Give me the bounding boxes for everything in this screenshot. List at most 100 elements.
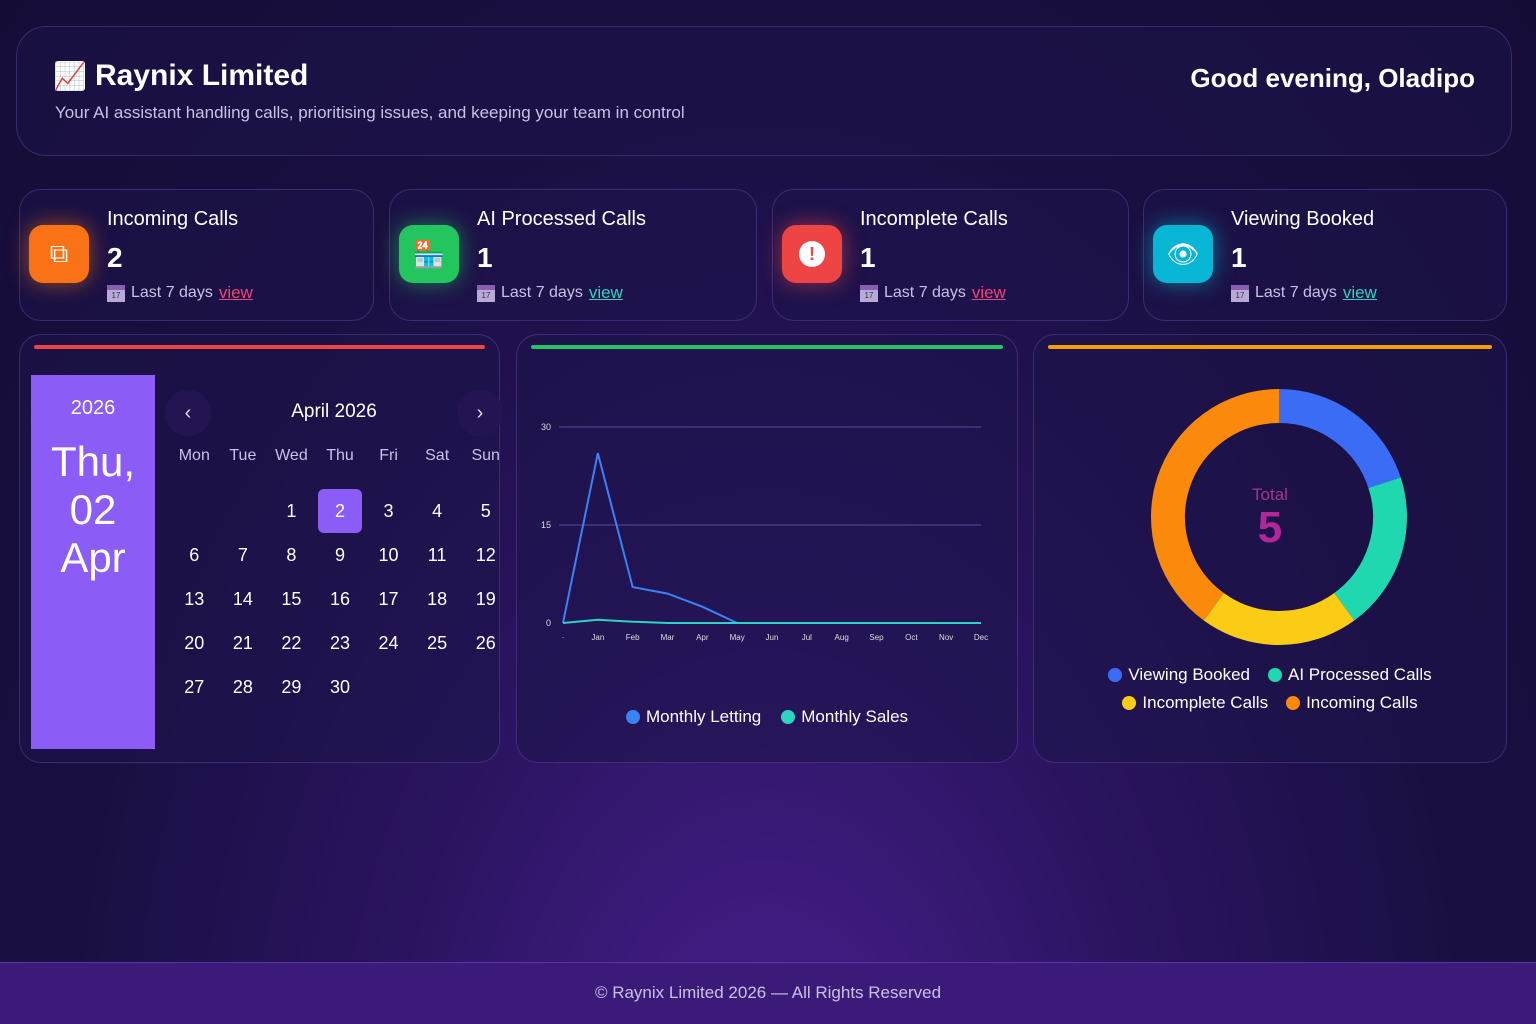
- next-month-button[interactable]: ›: [457, 390, 503, 436]
- donut-slice: [1278, 389, 1401, 489]
- stat-card: ! Incomplete Calls 1 17 Last 7 days view: [772, 189, 1129, 321]
- footer: © Raynix Limited 2026 — All Rights Reser…: [0, 962, 1536, 1024]
- calendar-day[interactable]: 25: [427, 632, 448, 653]
- prev-month-button[interactable]: ‹: [165, 390, 211, 436]
- month-label: April 2026: [291, 401, 377, 422]
- store-icon: 🏪: [399, 225, 459, 283]
- calendar-day[interactable]: 7: [237, 544, 248, 565]
- chart-increasing-icon: 📈: [53, 60, 87, 91]
- calendar-icon: 17: [860, 284, 878, 302]
- alert-icon: !: [782, 225, 842, 283]
- empty-cell: [219, 489, 268, 533]
- calendar-day[interactable]: 21: [232, 632, 253, 653]
- view-link[interactable]: view: [1342, 283, 1377, 302]
- x-tick-label: Sep: [869, 633, 884, 642]
- chevron-right-icon: ›: [476, 401, 484, 424]
- calendar-day[interactable]: 22: [281, 632, 302, 653]
- legend-dot: [781, 710, 796, 724]
- calendar-day[interactable]: 14: [232, 588, 253, 609]
- y-tick-label: 15: [541, 520, 551, 530]
- legend-item: Viewing Booked: [1108, 665, 1250, 685]
- calendar-grid: Mon Tue Wed Thu Fri Sat Sun 1 2 3 4 5 6 7 8 9 10 11 12 13 14…: [170, 445, 510, 709]
- legend-label: Monthly Letting: [645, 707, 762, 726]
- calendar-day[interactable]: 13: [184, 588, 205, 609]
- calendar-day[interactable]: 12: [475, 544, 496, 565]
- chevron-left-icon: ‹: [184, 401, 192, 424]
- x-tick-label: Mar: [661, 633, 675, 642]
- copy-icon: ⧉: [29, 225, 89, 283]
- donut-slice: [1151, 389, 1280, 621]
- stat-value: 1: [477, 242, 493, 273]
- empty-cell: [170, 489, 219, 533]
- calendar-panel: 2026 Thu, 02 Apr ‹ April 2026 › Mon Tue We…: [19, 334, 503, 763]
- calendar-day[interactable]: 29: [281, 676, 302, 697]
- stat-value: 1: [860, 242, 876, 273]
- view-link[interactable]: view: [971, 283, 1006, 302]
- view-link[interactable]: view: [218, 283, 253, 302]
- app-title: 📈 Raynix Limited: [53, 59, 309, 93]
- calendar-day[interactable]: 3: [383, 500, 394, 521]
- x-tick-label: Nov: [939, 633, 953, 642]
- series-line-0: [562, 452, 981, 624]
- legend-label: Monthly Sales: [801, 707, 909, 726]
- x-tick-label: ·: [562, 633, 565, 642]
- legend-item: Monthly Letting: [625, 707, 762, 727]
- calendar-day[interactable]: 16: [329, 588, 350, 609]
- accent-bar: [531, 345, 1003, 349]
- donut-slice: [1333, 477, 1407, 621]
- calendar-icon: 17: [107, 284, 125, 302]
- x-tick-label: Jul: [802, 633, 812, 642]
- greeting: Good evening, Oladipo: [1190, 63, 1475, 93]
- stat-value: 2: [107, 242, 123, 273]
- y-tick-label: 30: [541, 422, 551, 432]
- calendar-day[interactable]: 9: [334, 544, 345, 565]
- legend-label: Incoming Calls: [1306, 693, 1418, 712]
- stat-value: 1: [1231, 242, 1247, 273]
- y-tick-label: 0: [546, 618, 551, 628]
- line-chart: 0 15 30 · Jan Feb Mar Apr May Jun Jul Aug Sep Oct Nov D…: [541, 422, 988, 642]
- stat-card: 👁 Viewing Booked 1 17 Last 7 days view: [1143, 189, 1507, 321]
- stat-card: 🏪 AI Processed Calls 1 17 Last 7 days view: [389, 189, 757, 321]
- calendar-day[interactable]: 23: [329, 632, 350, 653]
- legend-label: AI Processed Calls: [1287, 665, 1432, 684]
- view-link[interactable]: view: [588, 283, 623, 302]
- donut-center-label: Total: [1252, 485, 1288, 504]
- stat-label: AI Processed Calls: [477, 208, 646, 230]
- selected-date-box: 2026 Thu, 02 Apr: [31, 375, 155, 749]
- calendar-day[interactable]: 6: [189, 544, 200, 565]
- calendar-day[interactable]: 24: [378, 632, 399, 653]
- calendar-day[interactable]: 17: [378, 588, 399, 609]
- line-chart-panel: 0 15 30 · Jan Feb Mar Apr May Jun Jul Aug Sep Oct Nov D…: [516, 334, 1018, 763]
- stat-card: ⧉ Incoming Calls 2 17 Last 7 days view: [19, 189, 374, 321]
- legend-label: Viewing Booked: [1128, 665, 1250, 684]
- calendar-day[interactable]: 8: [286, 544, 297, 565]
- calendar-day[interactable]: 4: [432, 500, 443, 521]
- x-tick-label: Apr: [696, 633, 709, 642]
- weekday-header: Wed: [275, 447, 308, 464]
- calendar-day[interactable]: 10: [378, 544, 399, 565]
- stat-period: Last 7 days: [1255, 284, 1337, 301]
- calendar-day-selected[interactable]: 2: [317, 489, 362, 533]
- calendar-day[interactable]: 27: [184, 676, 205, 697]
- x-tick-label: Jun: [766, 633, 779, 642]
- stat-period: Last 7 days: [131, 284, 213, 301]
- date-day: 02: [69, 486, 117, 533]
- legend-item: AI Processed Calls: [1267, 665, 1432, 685]
- calendar-day[interactable]: 30: [329, 676, 350, 697]
- calendar-day[interactable]: 19: [475, 588, 496, 609]
- calendar-day[interactable]: 18: [427, 588, 448, 609]
- calendar-day[interactable]: 26: [475, 632, 496, 653]
- calendar-day[interactable]: 20: [184, 632, 205, 653]
- line-legend: Monthly Letting Monthly Sales: [517, 707, 1017, 727]
- weekday-header: Mon: [178, 447, 210, 464]
- accent-bar: [1048, 345, 1492, 349]
- calendar-day[interactable]: 28: [232, 676, 253, 697]
- eye-icon: 👁: [1153, 225, 1213, 283]
- legend-item: Incoming Calls: [1286, 693, 1418, 713]
- calendar-day[interactable]: 11: [427, 544, 447, 565]
- calendar-day[interactable]: 5: [480, 500, 491, 521]
- stat-period: Last 7 days: [501, 284, 583, 301]
- calendar-day[interactable]: 1: [286, 500, 297, 521]
- calendar-day[interactable]: 15: [281, 588, 302, 609]
- donut-total: 5: [1257, 503, 1283, 552]
